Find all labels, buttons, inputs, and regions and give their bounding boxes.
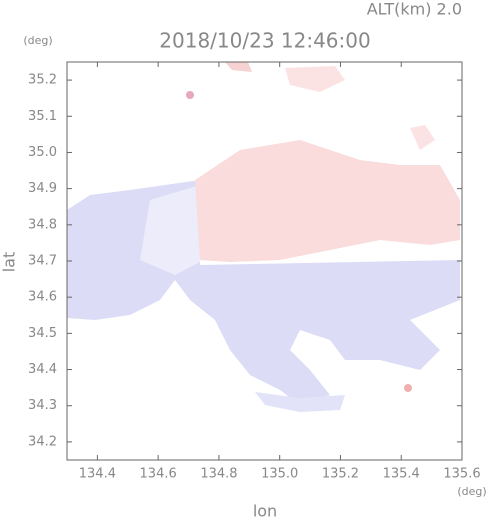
- y-tick-label: 34.6: [28, 290, 57, 305]
- y-tick-label: 34.7: [28, 254, 57, 269]
- echo-red: [410, 125, 435, 150]
- y-tick-label: 34.4: [28, 362, 57, 377]
- x-tick-label: 135.6: [443, 467, 480, 482]
- x-tick-label: 135.0: [261, 467, 298, 482]
- y-tick-label: 34.8: [28, 217, 57, 232]
- y-axis-label: lat: [0, 252, 19, 273]
- x-tick-label: 134.8: [200, 467, 237, 482]
- y-unit: (deg): [23, 34, 52, 47]
- y-tick-label: 35.2: [28, 73, 57, 88]
- subtitle: ALT(km) 2.0: [367, 0, 462, 19]
- y-tick-label: 34.9: [28, 181, 57, 196]
- x-tick-label: 135.2: [322, 467, 359, 482]
- echo-red: [285, 66, 345, 92]
- x-axis-label: lon: [253, 502, 277, 521]
- echo-red: [225, 62, 252, 72]
- echo-pale: [140, 185, 200, 275]
- y-tick-label: 34.2: [28, 434, 57, 449]
- echo-red: [404, 384, 412, 392]
- chart-title: 2018/10/23 12:46:00: [159, 29, 370, 53]
- echo-red: [186, 91, 194, 99]
- echo-blue: [255, 392, 345, 412]
- echo-red: [195, 140, 460, 262]
- y-tick-label: 35.0: [28, 145, 57, 160]
- x-tick-label: 134.4: [79, 467, 116, 482]
- y-tick-label: 35.1: [28, 109, 57, 124]
- field: [67, 62, 460, 412]
- y-tick-label: 34.3: [28, 398, 57, 413]
- x-unit: (deg): [457, 485, 486, 498]
- x-tick-label: 134.6: [140, 467, 177, 482]
- y-tick-label: 34.5: [28, 326, 57, 341]
- x-tick-label: 135.4: [383, 467, 420, 482]
